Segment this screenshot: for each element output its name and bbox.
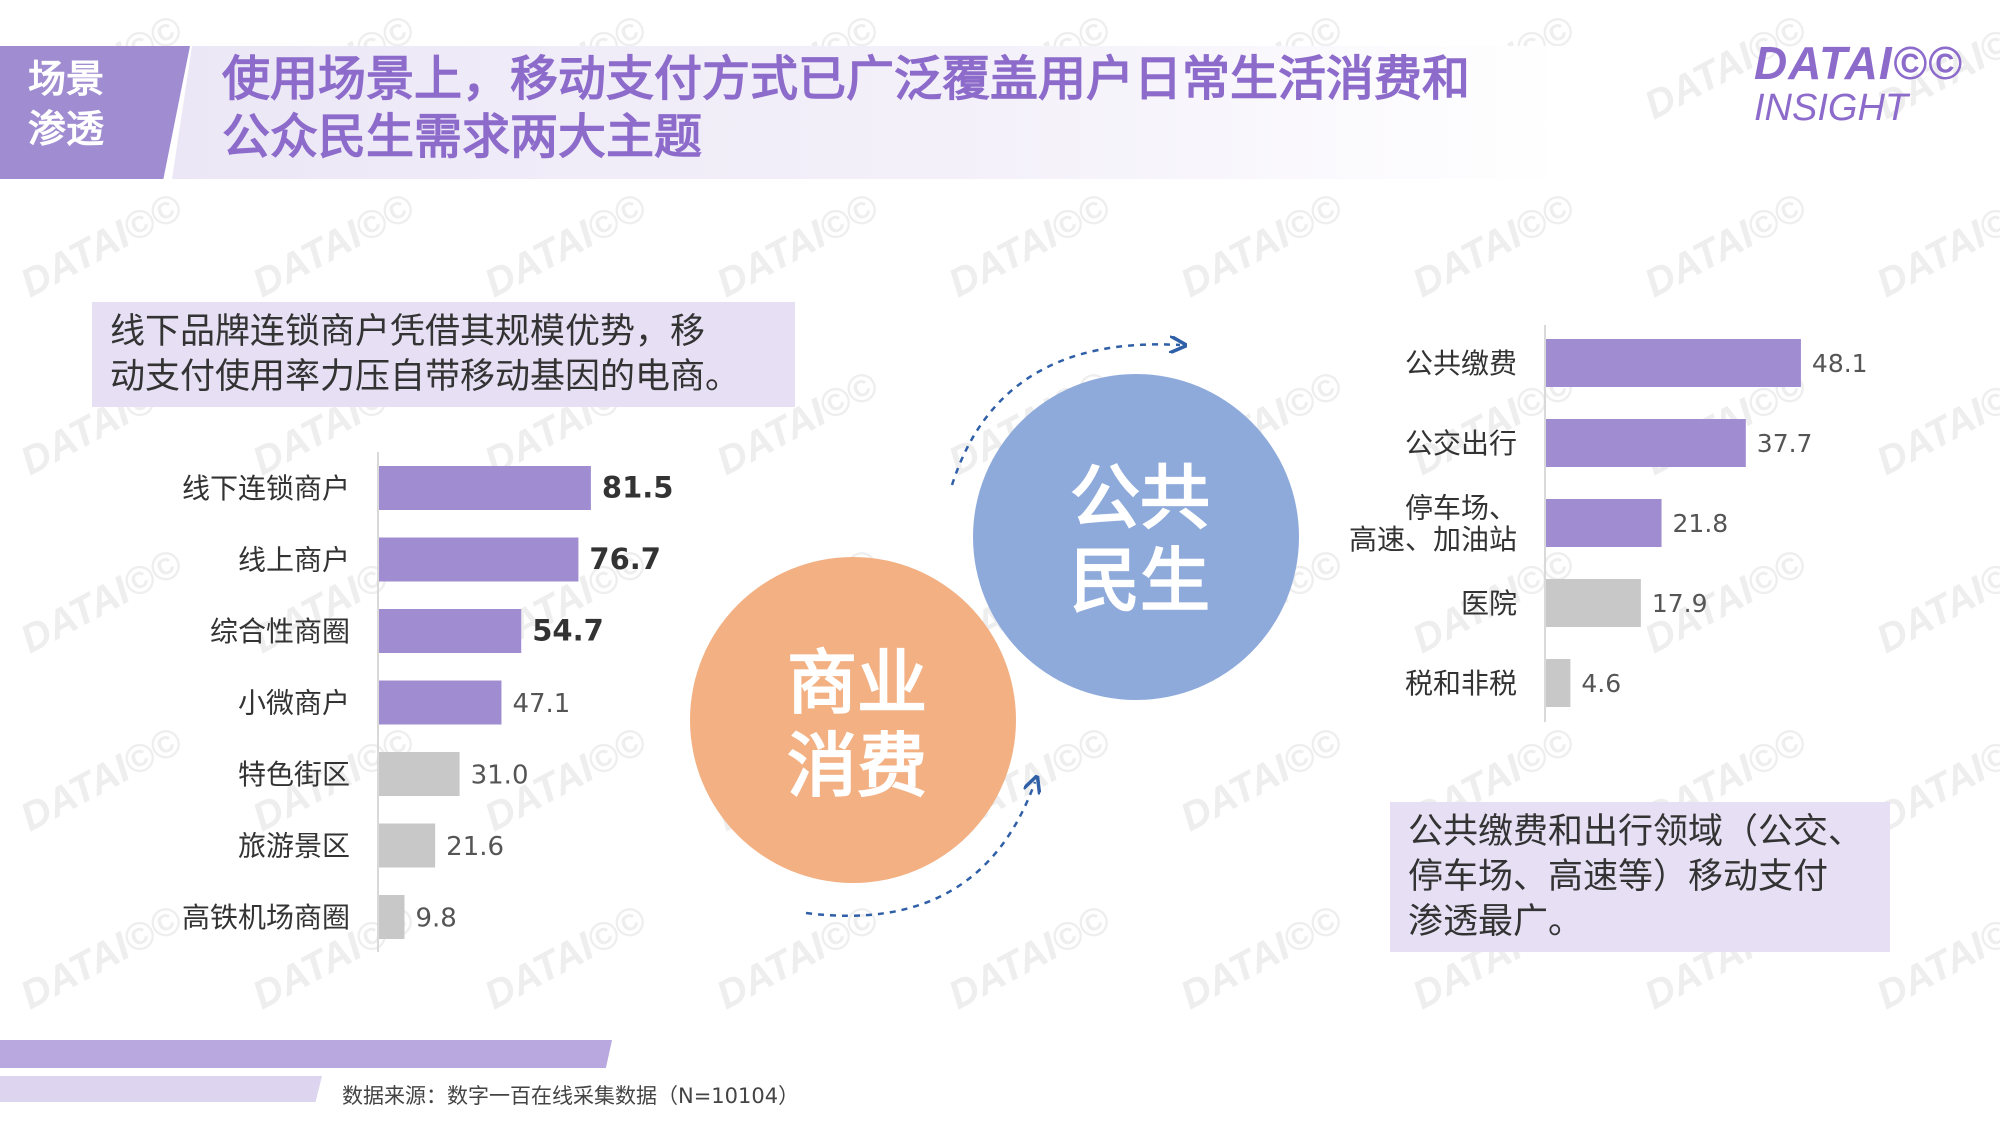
public-chart-bar-1 bbox=[1546, 419, 1746, 467]
public-chart-category-label-2-1: 高速、加油站 bbox=[1349, 523, 1517, 556]
commerce-chart-value-label-1: 76.7 bbox=[589, 542, 661, 576]
callout-public-line2: 停车场、高速等）移动支付 bbox=[1408, 857, 1829, 897]
commerce-chart-category-label-0: 线下连锁商户 bbox=[182, 472, 350, 505]
commerce-chart-category-label-1: 线上商户 bbox=[238, 544, 350, 577]
footer-bar bbox=[0, 1040, 612, 1068]
commerce-chart-bar-3 bbox=[379, 680, 502, 725]
data-source: 数据来源：数字一百在线采集数据（N=10104） bbox=[342, 1084, 800, 1108]
commerce-chart-value-label-0: 81.5 bbox=[602, 470, 674, 504]
public-chart-category-label-4: 税和非税 bbox=[1405, 667, 1517, 700]
page-title-line2: 公众民生需求两大主题 bbox=[222, 109, 703, 165]
commerce-chart-value-label-5: 21.6 bbox=[446, 832, 504, 862]
commerce-chart-bar-4 bbox=[379, 752, 460, 796]
public-chart-bar-4 bbox=[1546, 659, 1571, 707]
commerce-chart-category-label-4: 特色街区 bbox=[238, 758, 350, 791]
commerce-chart-category-label-6: 高铁机场商圈 bbox=[182, 901, 350, 934]
commerce-chart-bar-6 bbox=[379, 895, 405, 939]
callout-commerce-line2: 动支付使用率力压自带移动基因的电商。 bbox=[110, 357, 741, 397]
footer-bar-secondary bbox=[0, 1076, 322, 1102]
brand-logo-insight: INSIGHT bbox=[1754, 87, 1909, 129]
commerce-chart-bar-5 bbox=[379, 823, 436, 868]
commerce-chart-value-label-2: 54.7 bbox=[532, 613, 604, 647]
callout-public: 公共缴费和出行领域（公交、 停车场、高速等）移动支付 渗透最广。 bbox=[1390, 802, 1890, 952]
circle-commerce bbox=[690, 557, 1016, 883]
circle-commerce-line2: 消费 bbox=[787, 725, 927, 807]
commerce-chart-value-label-3: 47.1 bbox=[512, 689, 570, 719]
circle-public-line1: 公共 bbox=[1070, 457, 1210, 539]
section-tag-line2: 渗透 bbox=[28, 107, 105, 151]
commerce-chart-category-label-3: 小微商户 bbox=[238, 687, 350, 720]
arrow-bottom bbox=[805, 782, 1035, 917]
callout-public-line1: 公共缴费和出行领域（公交、 bbox=[1408, 812, 1864, 852]
header-band bbox=[172, 46, 1562, 179]
public-chart-value-label-1: 37.7 bbox=[1757, 429, 1813, 458]
commerce-chart-value-label-4: 31.0 bbox=[471, 760, 529, 790]
public-chart-bar-2 bbox=[1546, 499, 1662, 547]
public-chart-category-label-3: 医院 bbox=[1461, 587, 1517, 620]
public-chart-category-label-1: 公交出行 bbox=[1405, 427, 1517, 460]
brand-logo: DATAI©© INSIGHT bbox=[1754, 38, 1963, 128]
circle-commerce-line1: 商业 bbox=[787, 642, 927, 724]
circle-public bbox=[973, 374, 1299, 700]
commerce-chart-bar-0 bbox=[379, 466, 591, 510]
callout-public-line3: 渗透最广。 bbox=[1408, 902, 1584, 942]
public-chart-value-label-3: 17.9 bbox=[1652, 589, 1708, 618]
circle-public-line2: 民生 bbox=[1070, 540, 1210, 622]
page-title-line1: 使用场景上，移动支付方式已广泛覆盖用户日常生活消费和 bbox=[222, 51, 1471, 107]
page-title: 使用场景上，移动支付方式已广泛覆盖用户日常生活消费和 公众民生需求两大主题 bbox=[222, 50, 1562, 166]
public-chart-value-label-2: 21.8 bbox=[1673, 509, 1729, 538]
public-chart-bar-0 bbox=[1546, 339, 1801, 387]
section-tag: 场景 渗透 bbox=[0, 46, 190, 179]
public-chart-category-label-2-0: 停车场、 bbox=[1405, 491, 1517, 524]
commerce-chart-bar-1 bbox=[379, 537, 579, 582]
commerce-chart-value-label-6: 9.8 bbox=[415, 903, 456, 933]
arrow-top bbox=[950, 344, 1180, 486]
public-chart-bar-3 bbox=[1546, 579, 1641, 627]
commerce-chart-category-label-2: 综合性商圈 bbox=[210, 615, 350, 648]
public-chart-category-label-0: 公共缴费 bbox=[1405, 347, 1517, 380]
callout-commerce-line1: 线下品牌连锁商户凭借其规模优势，移 bbox=[110, 312, 706, 352]
brand-logo-name: DATAI©© bbox=[1754, 37, 1963, 89]
commerce-chart-bar-2 bbox=[379, 609, 522, 653]
commerce-chart-category-label-5: 旅游景区 bbox=[238, 830, 350, 863]
public-chart-value-label-0: 48.1 bbox=[1812, 349, 1868, 378]
public-chart-value-label-4: 4.6 bbox=[1581, 669, 1621, 698]
callout-commerce: 线下品牌连锁商户凭借其规模优势，移 动支付使用率力压自带移动基因的电商。 bbox=[92, 302, 795, 407]
section-tag-line1: 场景 bbox=[28, 57, 105, 101]
